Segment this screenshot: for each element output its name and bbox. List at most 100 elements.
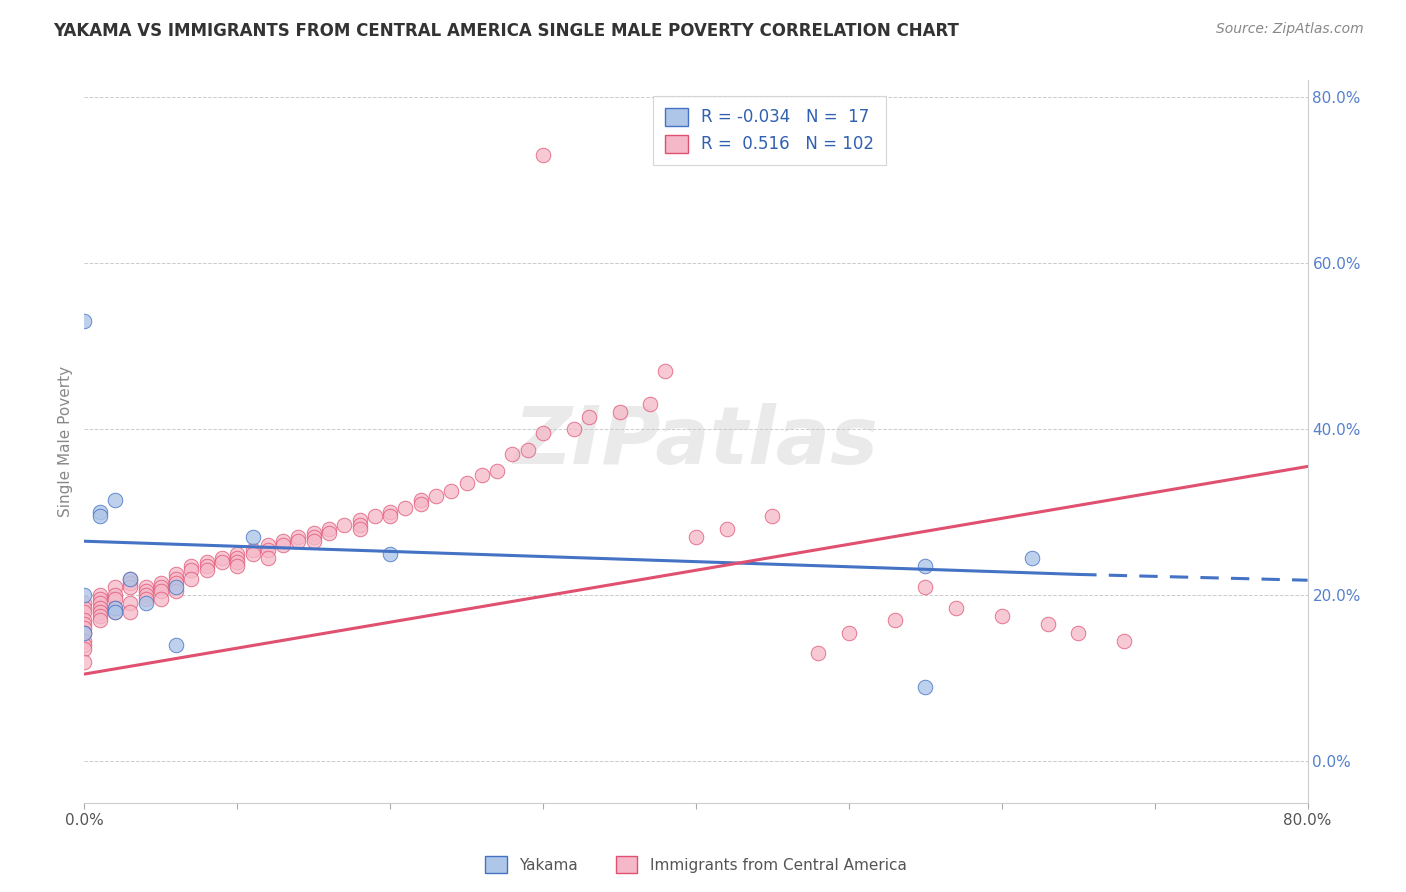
Point [104,592,127,607]
Point [1036,617,1059,632]
Point [302,525,325,540]
Point [349,513,371,527]
Point [287,530,309,544]
Point [89,509,111,524]
Point [409,492,432,507]
Point [89,592,111,607]
Point [165,580,187,594]
Point [914,559,936,574]
Point [914,580,936,594]
Point [104,605,127,619]
Point [149,584,172,599]
Point [456,476,478,491]
Point [89,613,111,627]
Point [380,509,402,524]
Point [211,555,233,569]
Point [318,522,340,536]
Point [73,600,96,615]
Point [409,497,432,511]
Point [73,655,96,669]
Point [149,580,172,594]
Point [73,625,96,640]
Point [502,447,524,461]
Point [135,584,157,599]
Point [638,397,661,411]
Point [89,609,111,624]
Point [349,517,371,532]
Point [380,547,402,561]
Point [120,572,142,586]
Text: Source: ZipAtlas.com: Source: ZipAtlas.com [1216,22,1364,37]
Point [73,597,96,611]
Point [149,592,172,607]
Point [195,559,218,574]
Point [135,580,157,594]
Point [180,563,202,577]
Point [349,522,371,536]
Point [89,597,111,611]
Point [302,530,325,544]
Y-axis label: Single Male Poverty: Single Male Poverty [58,366,73,517]
Point [609,405,631,419]
Text: YAKAMA VS IMMIGRANTS FROM CENTRAL AMERICA SINGLE MALE POVERTY CORRELATION CHART: YAKAMA VS IMMIGRANTS FROM CENTRAL AMERIC… [53,22,959,40]
Point [120,580,142,594]
Point [73,588,96,602]
Point [104,588,127,602]
Point [120,605,142,619]
Point [271,534,294,549]
Point [318,525,340,540]
Point [838,625,860,640]
Point [716,522,738,536]
Point [257,538,280,552]
Point [242,530,264,544]
Point [287,534,309,549]
Point [104,600,127,615]
Point [914,680,936,694]
Point [226,555,249,569]
Point [562,422,585,436]
Point [73,633,96,648]
Point [761,509,783,524]
Point [180,572,202,586]
Point [257,542,280,557]
Point [73,617,96,632]
Point [364,509,387,524]
Point [242,547,264,561]
Point [73,642,96,657]
Point [1021,550,1043,565]
Point [991,609,1014,624]
Point [120,572,142,586]
Point [104,605,127,619]
Point [257,550,280,565]
Point [211,550,233,565]
Point [425,489,447,503]
Point [394,500,416,515]
Point [89,505,111,519]
Point [89,605,111,619]
Point [149,575,172,590]
Point [195,563,218,577]
Point [135,588,157,602]
Point [226,559,249,574]
Text: ZIPatlas: ZIPatlas [513,402,879,481]
Point [73,314,96,328]
Point [165,584,187,599]
Point [380,505,402,519]
Point [302,534,325,549]
Point [1114,633,1136,648]
Point [654,364,676,378]
Point [531,148,554,162]
Point [135,597,157,611]
Point [440,484,463,499]
Point [578,409,600,424]
Point [242,542,264,557]
Point [73,638,96,652]
Point [271,538,294,552]
Point [516,442,538,457]
Point [180,559,202,574]
Point [333,517,356,532]
Point [486,464,509,478]
Point [89,588,111,602]
Point [120,575,142,590]
Point [89,600,111,615]
